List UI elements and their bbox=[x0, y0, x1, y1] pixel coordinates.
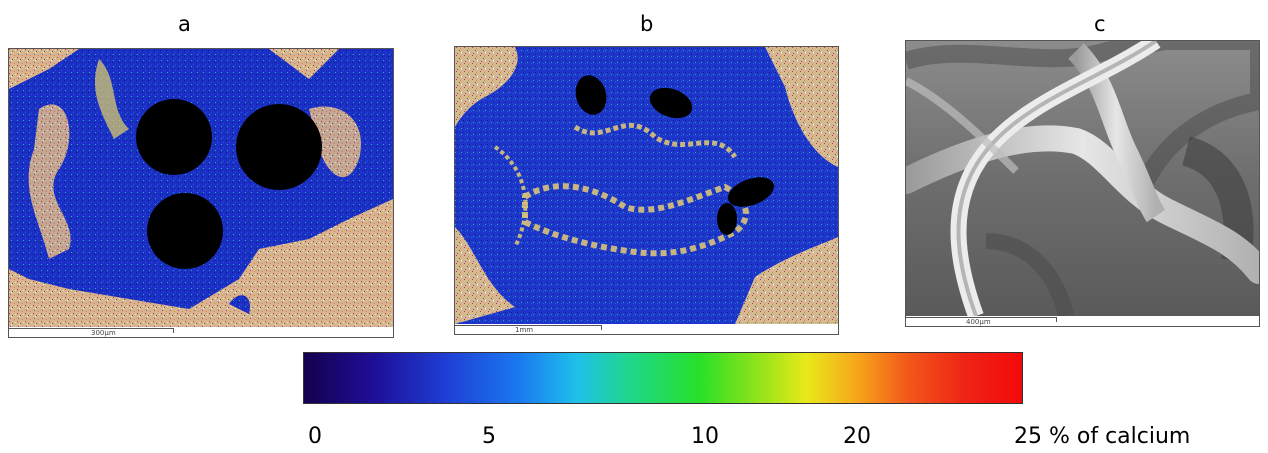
color-scale-tick-10: 10 bbox=[691, 424, 719, 449]
scale-bar-label-a: 300µm bbox=[91, 329, 116, 337]
calcium-map-image-a bbox=[9, 49, 393, 327]
scale-bar-label-c: 400µm bbox=[966, 318, 991, 326]
calcium-map-image-b bbox=[455, 47, 838, 324]
scale-bar-a bbox=[9, 328, 174, 333]
color-scale-tick-25-label: 25 % of calcium bbox=[1014, 424, 1191, 449]
panel-label-b: b bbox=[640, 12, 654, 36]
panel-c-sem-image: 400µm bbox=[905, 40, 1260, 327]
scale-bar-area-c: 400µm bbox=[906, 316, 1259, 326]
color-scale-tick-0: 0 bbox=[308, 424, 322, 449]
panel-label-a: a bbox=[178, 12, 191, 36]
panel-label-c: c bbox=[1094, 12, 1106, 36]
scale-bar-c bbox=[906, 317, 1057, 322]
color-scale-tick-20: 20 bbox=[843, 424, 871, 449]
scale-bar-area-a: 300µm bbox=[9, 327, 393, 337]
sem-micrograph-image bbox=[906, 41, 1259, 316]
scale-bar-area-b: 1mm bbox=[455, 324, 838, 334]
scale-bar-label-b: 1mm bbox=[515, 326, 534, 334]
panel-a-calcium-map: 300µm bbox=[8, 48, 394, 338]
calcium-color-scale-bar bbox=[303, 352, 1023, 404]
color-scale-tick-5: 5 bbox=[482, 424, 496, 449]
scale-bar-b bbox=[455, 325, 602, 330]
panel-b-calcium-map: 1mm bbox=[454, 46, 839, 335]
